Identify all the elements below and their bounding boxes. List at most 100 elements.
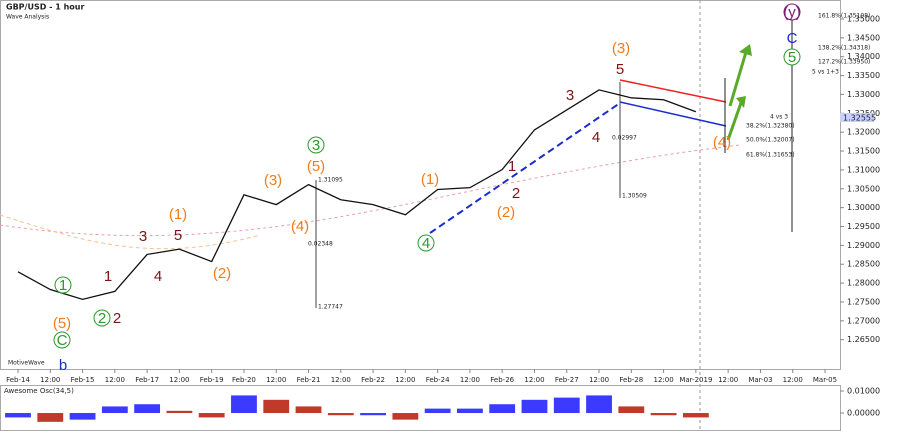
wave-label: 2 (113, 310, 121, 327)
osc-bar (327, 413, 354, 416)
wave-label: 4 (422, 235, 430, 252)
x-tick-label: 12:00 (169, 376, 189, 384)
fib-label: 50.0%(1.32007) (746, 137, 795, 144)
wave-circle (417, 234, 435, 252)
y-tick-label: 1.26500 (847, 335, 880, 344)
x-tick-label: 12:00 (654, 376, 674, 384)
osc-bar (37, 413, 64, 422)
wave-label: (5) (53, 315, 71, 332)
x-tick-label: 12:00 (395, 376, 415, 384)
wave-label: (3) (612, 40, 630, 57)
x-tick-label: Feb-21 (297, 376, 321, 384)
last-price-label: 1.32555 (843, 114, 876, 123)
wave-label: 3 (139, 228, 147, 245)
osc-bar (553, 397, 580, 414)
fib-label: 138.2%(1.34318) (818, 45, 870, 52)
wave-circle (93, 309, 111, 327)
wave-circle (54, 276, 72, 294)
y-tick-label: 1.27000 (847, 316, 880, 325)
measure-label: 1.27747 (318, 304, 343, 311)
x-tick-label: 12:00 (40, 376, 60, 384)
x-tick-label: 12:00 (783, 376, 803, 384)
plot-frame (0, 0, 841, 370)
wave-label: C (57, 332, 68, 349)
osc-bar (521, 399, 548, 414)
wave-label: (1) (169, 206, 187, 223)
x-tick-label: Feb-19 (200, 376, 224, 384)
y-tick-label: 1.28500 (847, 260, 880, 269)
x-tick-label: Feb-20 (232, 376, 256, 384)
osc-bar (360, 413, 386, 416)
fib-label: 5 vs 1+3 (812, 69, 839, 76)
y-tick-label: 1.34500 (847, 33, 880, 42)
wave-label: 3 (566, 87, 574, 104)
wave-circle (783, 48, 801, 66)
wave-label: (2) (497, 204, 515, 221)
trend-line (429, 102, 621, 234)
osc-bar (101, 406, 128, 414)
x-tick-label: Feb-17 (135, 376, 159, 384)
wave-label: 4 (154, 268, 162, 285)
last-price-box (840, 113, 874, 122)
x-tick-label: 12:00 (266, 376, 286, 384)
wave-label: 5 (174, 227, 182, 244)
wave-label: 4 (592, 129, 600, 146)
fib-label: 61.8%(1.31653) (746, 152, 795, 159)
osc-bar (392, 413, 419, 420)
fib-label: 161.8%(1.35108) (818, 13, 870, 20)
wave-label: 5 (616, 61, 624, 78)
x-tick-label: 12:00 (524, 376, 544, 384)
wave-label: (3) (264, 172, 282, 189)
osc-bar (134, 404, 161, 414)
chart-subtitle: Wave Analysis (6, 14, 49, 21)
x-tick-label: Feb-24 (426, 376, 450, 384)
x-tick-label: 12:00 (331, 376, 351, 384)
osc-bar (231, 395, 257, 414)
price-line (17, 89, 697, 300)
x-tick-label: 12:00 (460, 376, 480, 384)
osc-bar (682, 413, 709, 418)
y-tick-label: 1.34000 (847, 52, 880, 61)
channel-top (619, 79, 727, 103)
x-tick-label: Mar-2019 (679, 376, 712, 384)
fib-label: 4 vs 3 (770, 114, 788, 121)
y-tick-label: 1.28000 (847, 279, 880, 288)
x-tick-label: Feb-15 (71, 376, 95, 384)
wave-label: 3 (312, 137, 320, 154)
measure-label: 1.31095 (318, 177, 343, 184)
channel-bottom (619, 101, 727, 127)
y-tick-label: 1.30000 (847, 203, 880, 212)
arrow-head (736, 96, 746, 108)
osc-tick-label: 0.00000 (847, 409, 880, 418)
x-tick-label: 12:00 (589, 376, 609, 384)
osc-bar (457, 408, 483, 414)
x-tick-label: Feb-27 (555, 376, 579, 384)
y-tick-label: 1.31000 (847, 165, 880, 174)
chart-title: GBP/USD - 1 hour (6, 3, 84, 12)
watermark: MotiveWave (8, 360, 45, 367)
osc-bar (198, 413, 225, 418)
wave-label: 1 (59, 277, 67, 294)
osc-tick-label: 0.01000 (847, 387, 880, 396)
osc-bar (489, 404, 516, 414)
wave-label: 5 (788, 49, 796, 66)
wave-label: b (59, 357, 67, 374)
wave-label: C (787, 30, 798, 47)
y-tick-label: 1.30500 (847, 184, 880, 193)
osc-bar (295, 406, 322, 414)
osc-bar (263, 399, 290, 414)
x-tick-label: Feb-26 (490, 376, 514, 384)
y-tick-label: 1.27500 (847, 297, 880, 306)
wave-label: (4) (291, 218, 309, 235)
arrow (726, 99, 744, 141)
x-tick-label: 12:00 (718, 376, 738, 384)
measure-label: 0.02997 (612, 135, 637, 142)
wave-label: (2) (213, 265, 231, 282)
arrow (728, 51, 748, 107)
x-tick-label: Feb-28 (619, 376, 643, 384)
y-tick-label: 1.32000 (847, 128, 880, 137)
x-tick-label: Feb-22 (361, 376, 385, 384)
wave-circle (307, 136, 325, 154)
